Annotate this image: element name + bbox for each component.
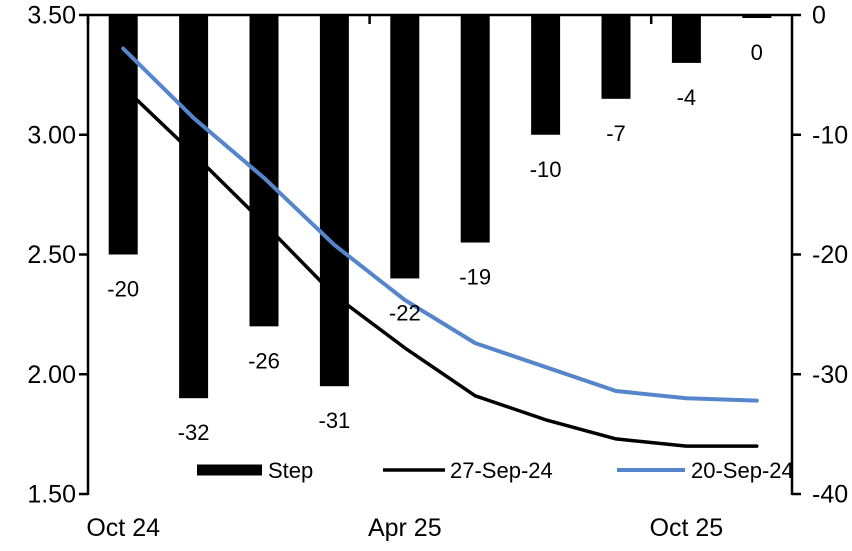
right-axis-tick-label: -30	[812, 361, 848, 389]
bar-value-label: -20	[107, 277, 139, 302]
bar-value-label: -31	[319, 408, 351, 433]
x-axis-tick-label: Apr 25	[368, 514, 442, 542]
legend: Step 27-Sep-24 20-Sep-24	[197, 458, 794, 483]
right-axis-tick-label: -20	[812, 241, 848, 269]
right-axis-tick-label: 0	[812, 2, 826, 30]
x-axis-tick-label: Oct 24	[86, 514, 160, 542]
bar-value-label: -26	[248, 348, 280, 373]
step-bar	[460, 15, 490, 243]
right-axis-tick-label: -40	[812, 481, 848, 509]
legend-label-27-sep-24: 27-Sep-24	[450, 458, 553, 483]
step-bar	[742, 15, 772, 18]
line-27-sep-24	[121, 85, 759, 448]
step-bar	[108, 15, 138, 255]
axis-ticks	[79, 13, 801, 496]
left-axis-tick-label: 2.50	[27, 241, 76, 269]
bar-value-label: -7	[606, 121, 626, 146]
left-axis-tick-label: 2.00	[27, 361, 76, 389]
bar-value-label: -22	[389, 300, 421, 325]
legend-label-step: Step	[268, 458, 313, 483]
left-axis-tick-label: 1.50	[27, 481, 76, 509]
legend-swatch-step	[197, 464, 262, 476]
line-20-sep-24	[121, 46, 759, 403]
bar-value-label: -32	[178, 420, 210, 445]
bar-value-label: -10	[530, 157, 562, 182]
bar-value-label: 0	[751, 40, 763, 65]
bar-value-label: -19	[459, 265, 491, 290]
step-bar	[601, 15, 631, 99]
legend-label-20-sep-24: 20-Sep-24	[691, 458, 794, 483]
step-bar	[531, 15, 561, 135]
step-bar	[319, 15, 349, 387]
x-axis-tick-label: Oct 25	[650, 514, 724, 542]
left-axis-tick-label: 3.00	[27, 121, 76, 149]
right-axis-tick-label: -10	[812, 121, 848, 149]
step-bar	[671, 15, 701, 63]
bar-value-label: -4	[677, 85, 697, 110]
left-axis-tick-label: 3.50	[27, 2, 76, 30]
step-bar	[179, 15, 209, 399]
step-bar	[390, 15, 420, 279]
bars-group	[108, 15, 772, 399]
